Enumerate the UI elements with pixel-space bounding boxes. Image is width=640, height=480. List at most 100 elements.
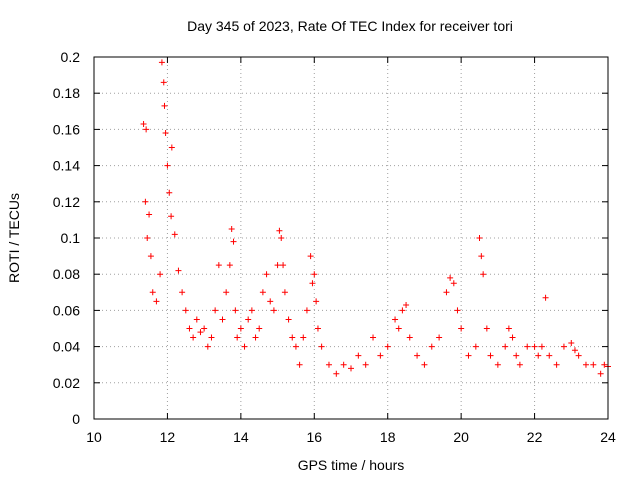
data-point <box>311 271 318 278</box>
data-point <box>568 339 575 346</box>
data-point <box>252 334 259 341</box>
data-point <box>542 294 549 301</box>
data-point <box>175 267 182 274</box>
data-point <box>318 343 325 350</box>
data-point <box>348 365 354 372</box>
x-tick-label: 20 <box>453 429 469 445</box>
data-point <box>143 126 150 133</box>
data-point <box>406 334 413 341</box>
data-point <box>384 343 391 350</box>
data-point <box>292 343 299 350</box>
data-point <box>535 352 542 359</box>
data-point <box>285 316 292 323</box>
y-tick-label: 0.02 <box>53 375 80 391</box>
data-point <box>281 289 288 296</box>
data-point <box>465 352 472 359</box>
data-point <box>538 343 545 350</box>
data-point <box>414 352 421 359</box>
y-tick-label: 0.08 <box>53 266 80 282</box>
data-point <box>166 189 173 196</box>
data-point <box>447 274 454 281</box>
data-point <box>147 253 154 260</box>
x-tick-label: 14 <box>233 429 249 445</box>
data-point <box>204 343 211 350</box>
data-point <box>219 316 226 323</box>
data-point <box>340 361 347 368</box>
data-point <box>190 334 197 341</box>
data-point <box>436 334 443 341</box>
data-point <box>307 253 314 260</box>
data-point <box>179 289 186 296</box>
data-point <box>234 334 241 341</box>
data-point <box>325 361 332 368</box>
data-point <box>597 370 604 377</box>
data-point <box>553 361 560 368</box>
tick-marks <box>93 56 609 420</box>
data-point <box>158 59 165 66</box>
data-point <box>454 307 461 314</box>
x-tick-label: 22 <box>527 429 543 445</box>
data-point <box>263 271 270 278</box>
data-points <box>140 59 611 377</box>
y-tick-label: 0.12 <box>53 194 80 210</box>
data-point <box>494 361 501 368</box>
data-point <box>458 325 465 332</box>
x-tick-labels: 10 12 14 16 18 20 22 24 <box>86 429 616 445</box>
data-point <box>560 343 567 350</box>
data-point <box>241 343 248 350</box>
data-point <box>197 329 204 336</box>
data-point <box>142 198 149 205</box>
data-point <box>161 102 168 109</box>
data-point <box>314 325 321 332</box>
y-axis-label: ROTI / TECUs <box>6 193 22 283</box>
data-point <box>313 298 320 305</box>
data-point <box>245 316 252 323</box>
data-point <box>160 79 167 86</box>
y-tick-label: 0.16 <box>53 121 80 137</box>
data-point <box>377 352 384 359</box>
y-tick-label: 0.18 <box>53 85 80 101</box>
y-tick-label: 0.14 <box>53 158 80 174</box>
data-point <box>276 227 283 234</box>
data-point <box>237 325 244 332</box>
data-point <box>226 262 233 269</box>
data-point <box>201 325 208 332</box>
data-point <box>480 271 487 278</box>
data-point <box>421 361 428 368</box>
data-point <box>274 262 281 269</box>
data-point <box>333 370 340 377</box>
data-point <box>303 307 310 314</box>
data-point <box>428 343 435 350</box>
data-point <box>280 262 287 269</box>
data-point <box>182 307 189 314</box>
y-tick-label: 0.06 <box>53 302 80 318</box>
data-point <box>450 280 457 287</box>
y-tick-label: 0 <box>72 411 80 427</box>
data-point <box>289 334 296 341</box>
data-point <box>232 307 239 314</box>
y-tick-labels: 0 0.02 0.04 0.06 0.08 0.1 0.12 0.14 0.16 0.18 0.2 <box>53 49 80 427</box>
data-point <box>487 352 494 359</box>
data-point <box>215 262 222 269</box>
data-point <box>571 347 578 354</box>
data-point <box>223 289 230 296</box>
data-point <box>296 361 303 368</box>
data-point <box>168 144 175 151</box>
data-point <box>164 162 171 169</box>
chart-title: Day 345 of 2023, Rate Of TEC Index for r… <box>187 18 513 34</box>
data-point <box>516 361 523 368</box>
data-point <box>370 334 377 341</box>
data-point <box>256 325 263 332</box>
data-point <box>524 343 531 350</box>
data-point <box>362 361 369 368</box>
data-point <box>502 343 509 350</box>
data-point <box>208 334 215 341</box>
data-point <box>403 301 410 308</box>
data-point <box>531 343 538 350</box>
data-point <box>392 316 399 323</box>
data-point <box>162 130 169 137</box>
data-point <box>146 211 153 218</box>
data-point <box>171 231 178 238</box>
x-tick-label: 16 <box>306 429 322 445</box>
